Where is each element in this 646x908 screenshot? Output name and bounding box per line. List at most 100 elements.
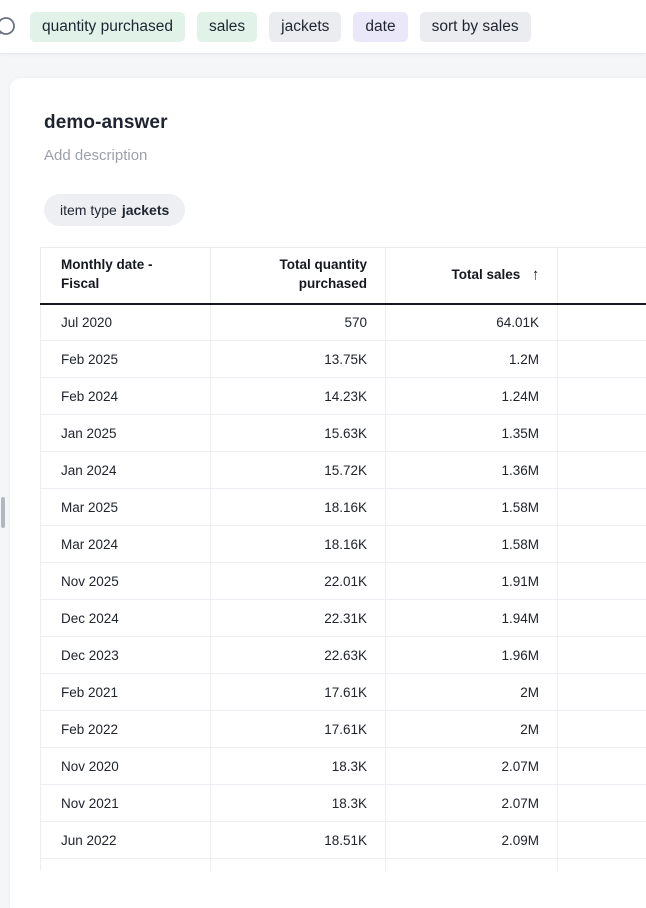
table-row[interactable]: Mar 2024 18.16K 1.58M: [41, 526, 646, 563]
cell-monthly-date: Feb 2025: [41, 341, 211, 378]
cell-total-sales: 1.36M: [386, 452, 558, 489]
search-token[interactable]: date: [353, 12, 407, 42]
table-row[interactable]: Mar 2025 18.16K 1.58M: [41, 489, 646, 526]
column-header[interactable]: Total quantity purchased: [211, 248, 386, 304]
search-token-label: sales: [209, 18, 245, 36]
cell-total-quantity: 17.61K: [211, 674, 386, 711]
cell-empty: [558, 822, 646, 859]
cell-total-sales: [386, 859, 558, 871]
cell-total-quantity: 18.16K: [211, 489, 386, 526]
table-header-row: Monthly date - Fiscal Total quantity pur…: [41, 248, 646, 304]
table-body: Jul 2020 570 64.01K Feb 2025 13.75K 1.2M…: [41, 304, 646, 871]
cell-total-sales: 1.35M: [386, 415, 558, 452]
cell-total-quantity: 13.75K: [211, 341, 386, 378]
column-header[interactable]: Monthly date - Fiscal: [41, 248, 211, 304]
cell-total-sales: 2.07M: [386, 748, 558, 785]
search-token[interactable]: jackets: [269, 12, 341, 42]
cell-total-quantity: 570: [211, 304, 386, 341]
cell-total-sales: 2M: [386, 711, 558, 748]
table-row[interactable]: [41, 859, 646, 871]
cell-total-quantity: 18.3K: [211, 748, 386, 785]
search-token[interactable]: quantity purchased: [30, 12, 185, 42]
filter-chip-item-type[interactable]: item type jackets: [44, 194, 185, 226]
cell-monthly-date: Nov 2025: [41, 563, 211, 600]
search-token-label: jackets: [281, 18, 329, 36]
column-header-label: Total sales: [451, 267, 520, 282]
answer-card: demo-answer Add description item type ja…: [10, 78, 646, 908]
cell-empty: [558, 748, 646, 785]
cell-total-quantity: [211, 859, 386, 871]
table-row[interactable]: Nov 2020 18.3K 2.07M: [41, 748, 646, 785]
column-header[interactable]: [558, 248, 646, 304]
cell-empty: [558, 785, 646, 822]
table-row[interactable]: Dec 2024 22.31K 1.94M: [41, 600, 646, 637]
search-token-label: date: [365, 18, 395, 36]
cell-total-quantity: 22.31K: [211, 600, 386, 637]
cell-empty: [558, 341, 646, 378]
cell-total-quantity: 17.61K: [211, 711, 386, 748]
table-row[interactable]: Feb 2025 13.75K 1.2M: [41, 341, 646, 378]
cell-total-quantity: 15.63K: [211, 415, 386, 452]
cell-total-sales: 2.09M: [386, 822, 558, 859]
answer-description-placeholder[interactable]: Add description: [44, 147, 646, 164]
cell-empty: [558, 711, 646, 748]
page-scrollbar-thumb[interactable]: [1, 497, 5, 528]
table-row[interactable]: Feb 2024 14.23K 1.24M: [41, 378, 646, 415]
cell-empty: [558, 415, 646, 452]
cell-total-quantity: 22.01K: [211, 563, 386, 600]
cell-monthly-date: Feb 2022: [41, 711, 211, 748]
cell-monthly-date: Mar 2025: [41, 489, 211, 526]
search-token-list[interactable]: quantity purchased sales jackets date so…: [0, 12, 531, 42]
cell-empty: [558, 378, 646, 415]
table-row[interactable]: Feb 2022 17.61K 2M: [41, 711, 646, 748]
cell-empty: [558, 563, 646, 600]
cell-total-sales: 1.2M: [386, 341, 558, 378]
column-header-label: Total quantity purchased: [280, 257, 368, 291]
search-bar[interactable]: quantity purchased sales jackets date so…: [0, 0, 646, 54]
cell-total-quantity: 18.16K: [211, 526, 386, 563]
search-token-label: quantity purchased: [42, 18, 173, 36]
cell-total-quantity: 18.51K: [211, 822, 386, 859]
cell-monthly-date: Feb 2024: [41, 378, 211, 415]
table-row[interactable]: Jun 2022 18.51K 2.09M: [41, 822, 646, 859]
sort-ascending-icon: ↑: [532, 264, 539, 287]
table-row[interactable]: Nov 2025 22.01K 1.91M: [41, 563, 646, 600]
cell-monthly-date: Dec 2024: [41, 600, 211, 637]
table-row[interactable]: Nov 2021 18.3K 2.07M: [41, 785, 646, 822]
cell-monthly-date: Jul 2020: [41, 304, 211, 341]
cell-empty: [558, 452, 646, 489]
cell-monthly-date: Nov 2021: [41, 785, 211, 822]
cell-monthly-date: Jan 2025: [41, 415, 211, 452]
cell-total-sales: 2M: [386, 674, 558, 711]
cell-empty: [558, 600, 646, 637]
cell-monthly-date: [41, 859, 211, 871]
table-row[interactable]: Dec 2023 22.63K 1.96M: [41, 637, 646, 674]
cell-total-sales: 1.96M: [386, 637, 558, 674]
search-token[interactable]: sales: [197, 12, 257, 42]
search-token-label: sort by sales: [432, 18, 519, 36]
cell-total-sales: 1.58M: [386, 489, 558, 526]
table-row[interactable]: Feb 2021 17.61K 2M: [41, 674, 646, 711]
cell-monthly-date: Feb 2021: [41, 674, 211, 711]
cell-monthly-date: Dec 2023: [41, 637, 211, 674]
cell-monthly-date: Jan 2024: [41, 452, 211, 489]
cell-empty: [558, 674, 646, 711]
cell-total-sales: 1.24M: [386, 378, 558, 415]
table-row[interactable]: Jul 2020 570 64.01K: [41, 304, 646, 341]
table-row[interactable]: Jan 2025 15.63K 1.35M: [41, 415, 646, 452]
cell-total-sales: 1.58M: [386, 526, 558, 563]
table-row[interactable]: Jan 2024 15.72K 1.36M: [41, 452, 646, 489]
results-table-wrap: Monthly date - Fiscal Total quantity pur…: [40, 247, 646, 871]
cell-empty: [558, 304, 646, 341]
cell-total-quantity: 15.72K: [211, 452, 386, 489]
column-header-label: Monthly date - Fiscal: [61, 257, 153, 291]
cell-empty: [558, 637, 646, 674]
column-header[interactable]: Total sales ↑: [386, 248, 558, 304]
cell-monthly-date: Nov 2020: [41, 748, 211, 785]
results-table: Monthly date - Fiscal Total quantity pur…: [40, 247, 646, 871]
filter-chip-value: jackets: [122, 202, 169, 218]
answer-title[interactable]: demo-answer: [44, 112, 646, 134]
cell-total-sales: 1.94M: [386, 600, 558, 637]
search-token[interactable]: sort by sales: [420, 12, 531, 42]
cell-total-sales: 64.01K: [386, 304, 558, 341]
